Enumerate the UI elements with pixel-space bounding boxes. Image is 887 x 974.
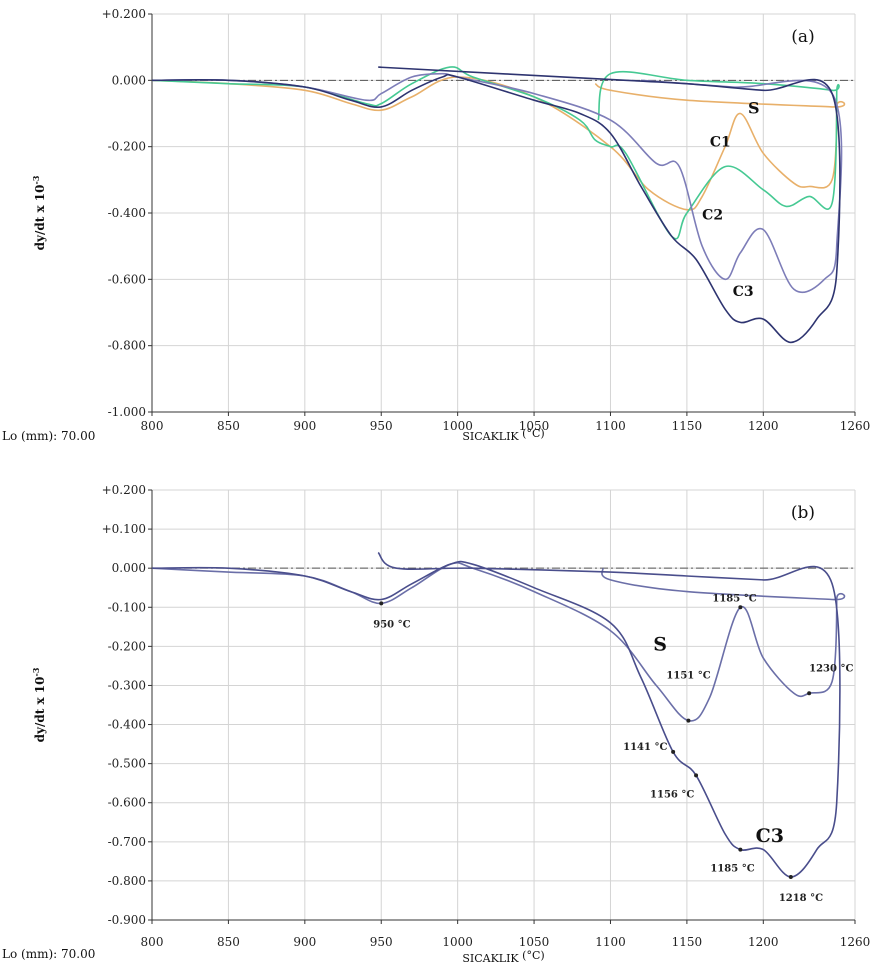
annotation-label: 1218 °C [779, 893, 823, 904]
annotation-label: 950 °C [373, 619, 410, 630]
panel-label: (a) [791, 27, 814, 47]
annotation-label: 1156 °C [650, 789, 694, 800]
y-tick-label: +0.200 [102, 483, 146, 497]
y-tick-label: -0.200 [108, 639, 146, 653]
lo-label: Lo (mm): 70.00 [2, 947, 95, 961]
x-tick-label: 1150 [672, 419, 703, 433]
x-tick-label: 1000 [442, 935, 473, 949]
y-tick-label: -0.400 [108, 718, 146, 732]
x-tick-label: 900 [293, 419, 316, 433]
annotation-point [738, 605, 743, 610]
series-line-s [151, 562, 846, 722]
series-label-c1: C1 [710, 135, 731, 151]
annotation-label: 1185 °C [710, 864, 754, 875]
series-line-c2 [151, 72, 843, 294]
y-tick-label: +0.100 [102, 522, 146, 536]
panel-label: (b) [791, 503, 815, 523]
x-tick-label: 1050 [519, 419, 550, 433]
x-tick-label: 850 [217, 419, 240, 433]
x-tick-label: 1200 [748, 419, 779, 433]
x-tick-label: 1100 [595, 419, 626, 433]
x-tick-label: 850 [217, 935, 240, 949]
series-line-c3 [151, 66, 841, 344]
annotation-label: 1141 °C [623, 742, 667, 753]
y-tick-label: -0.400 [108, 206, 146, 220]
series-label-s: S [748, 99, 760, 118]
x-tick-label: 1050 [519, 935, 550, 949]
x-axis-label: SICAKLIK (°C) [462, 949, 544, 965]
annotation-point [694, 773, 699, 778]
series-line-s [151, 76, 846, 211]
x-tick-label: 1260 [840, 935, 871, 949]
chart-panel-2: 800 850 900 950 1000 1050 1100 1150 1200 1260 +0.2… [2, 483, 870, 965]
annotation-point [379, 601, 384, 606]
y-tick-label: +0.200 [102, 7, 146, 21]
x-axis-label: SICAKLIK (°C) [462, 427, 544, 443]
x-tick-label: 900 [293, 935, 316, 949]
x-tick-label: 800 [141, 419, 164, 433]
y-axis-label: dy/dt x 10-3 [31, 667, 47, 742]
series-label-c3: C3 [756, 825, 784, 847]
y-tick-label: 0.000 [112, 561, 146, 575]
annotation-point [686, 718, 691, 723]
series-line-c3 [151, 551, 841, 878]
y-tick-label: 0.000 [112, 73, 146, 87]
x-tick-label: 1200 [748, 935, 779, 949]
series-label-s: S [653, 633, 667, 655]
annotation-point [788, 875, 793, 879]
y-tick-label: -0.600 [108, 796, 146, 810]
x-tick-label: 950 [370, 419, 393, 433]
annotation-label: 1185 °C [712, 593, 756, 604]
y-tick-label: -0.900 [108, 913, 146, 927]
y-tick-label: -1.000 [108, 405, 146, 419]
x-tick-label: 1260 [840, 419, 871, 433]
x-tick-label: 1000 [442, 419, 473, 433]
annotation-point [807, 691, 812, 696]
x-tick-label: 950 [370, 935, 393, 949]
annotation-label: 1151 °C [666, 671, 710, 682]
annotation-point [738, 847, 743, 852]
lo-label: Lo (mm): 70.00 [2, 429, 95, 443]
x-tick-label: 800 [141, 935, 164, 949]
y-tick-label: -0.500 [108, 757, 146, 771]
y-tick-label: -0.800 [108, 339, 146, 353]
y-tick-label: -0.700 [108, 835, 146, 849]
annotation-point [671, 749, 676, 754]
x-tick-label: 1100 [595, 935, 626, 949]
y-tick-label: -0.300 [108, 678, 146, 692]
x-tick-label: 1150 [672, 935, 703, 949]
annotation-label: 1230 °C [809, 663, 853, 674]
y-tick-label: -0.800 [108, 874, 146, 888]
series-label-c2: C2 [702, 208, 723, 224]
chart-panel-1: 800 850 900 950 1000 1050 1100 1150 1200 1260 +0.2… [2, 7, 870, 443]
y-axis-label: dy/dt x 10-3 [31, 175, 47, 250]
y-tick-label: -0.200 [108, 140, 146, 154]
y-tick-label: -0.600 [108, 272, 146, 286]
series-label-c3: C3 [733, 284, 754, 300]
y-tick-label: -0.100 [108, 600, 146, 614]
